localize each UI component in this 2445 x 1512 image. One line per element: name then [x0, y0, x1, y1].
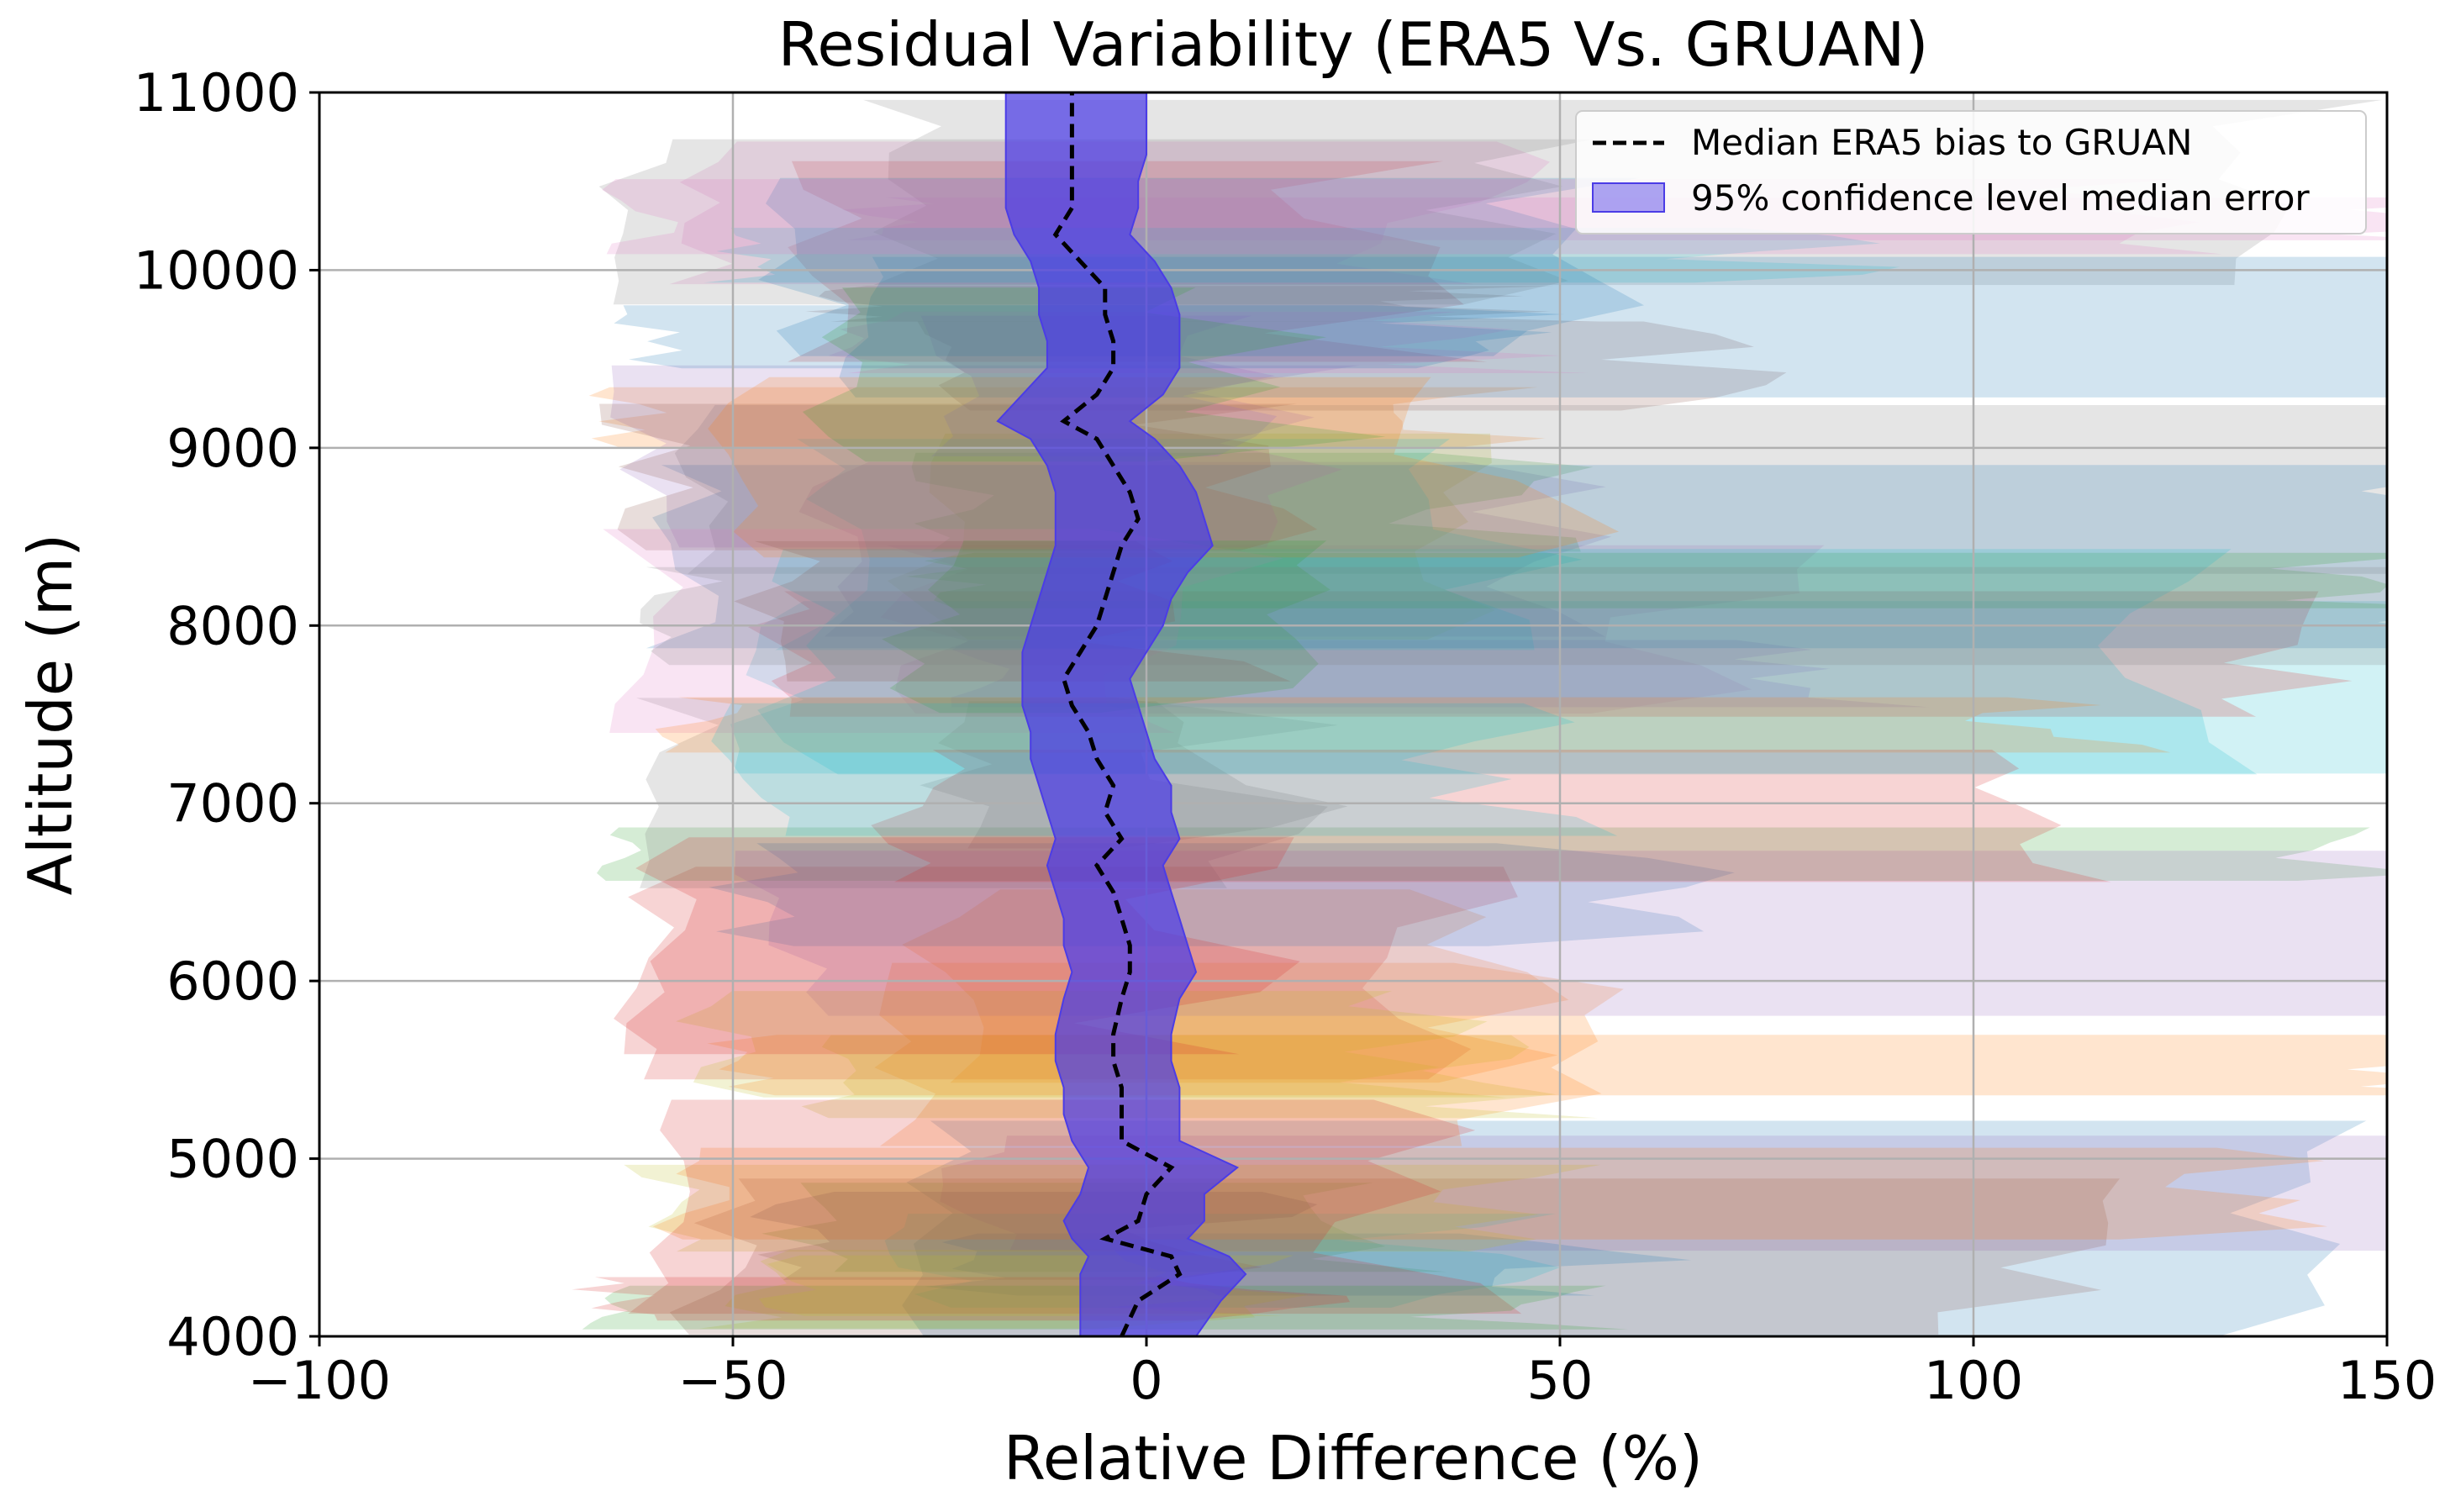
- x-axis-label: Relative Difference (%): [1004, 1423, 1703, 1494]
- legend-ci-patch: [1593, 183, 1664, 212]
- profile-band: [640, 567, 2445, 665]
- x-tick-label: 50: [1527, 1350, 1594, 1411]
- y-axis-label: Altitude (m): [15, 534, 86, 896]
- legend-ci-label: 95% confidence level median error: [1691, 177, 2310, 219]
- y-tick-label: 11000: [134, 62, 299, 124]
- y-tick-label: 10000: [134, 240, 299, 301]
- x-tick-label: 100: [1924, 1350, 2023, 1411]
- y-tick-label: 8000: [166, 595, 299, 656]
- chart-title: Residual Variability (ERA5 Vs. GRUAN): [778, 9, 1929, 80]
- legend: Median ERA5 bias to GRUAN 95% confidence…: [1576, 111, 2366, 234]
- y-tick-label: 4000: [166, 1306, 299, 1367]
- x-tick-label: 0: [1130, 1350, 1162, 1411]
- legend-median-label: Median ERA5 bias to GRUAN: [1691, 122, 2192, 163]
- y-tick-label: 9000: [166, 418, 299, 479]
- y-tick-label: 5000: [166, 1129, 299, 1190]
- x-tick-label: 150: [2337, 1350, 2437, 1411]
- profile-bands: [572, 100, 2445, 1336]
- y-tick-label: 7000: [166, 773, 299, 835]
- y-tick-label: 6000: [166, 951, 299, 1012]
- x-tick-label: −50: [678, 1350, 788, 1411]
